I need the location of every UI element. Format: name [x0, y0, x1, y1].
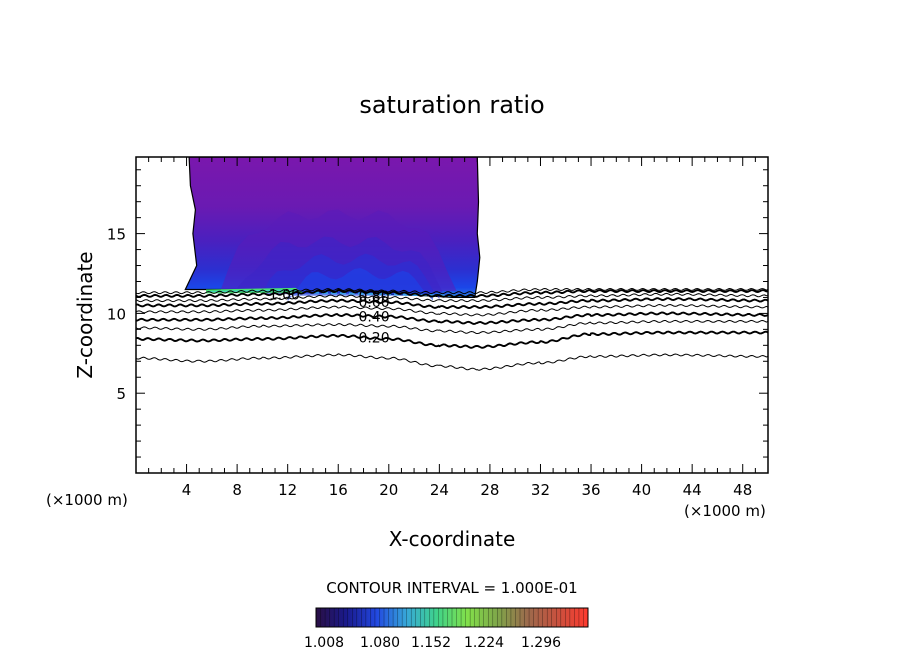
- contour-lines: [136, 287, 768, 371]
- colorbar: [315, 607, 589, 628]
- contour-line: [136, 297, 768, 309]
- plot-area: [136, 157, 768, 371]
- x-tick-label: 36: [581, 481, 600, 499]
- colorbar-tick-label: 1.008: [304, 635, 344, 651]
- x-tick-label: 8: [232, 481, 242, 499]
- contour-label: 0.40: [358, 310, 389, 326]
- contour-line: [136, 330, 768, 349]
- y-tick-label: 15: [107, 226, 126, 244]
- colorbar-tick-label: 1.080: [360, 635, 400, 651]
- contour-label: 0.80: [358, 289, 389, 305]
- contour-label: 0.20: [358, 330, 389, 346]
- contour-line: [136, 292, 768, 303]
- x-tick-label: 48: [733, 481, 752, 499]
- chart-title: saturation ratio: [359, 91, 544, 119]
- x-tick-label: 12: [278, 481, 297, 499]
- x-axis-label: X-coordinate: [389, 527, 516, 551]
- y-tick-label: 5: [116, 385, 126, 403]
- x-unit-label: (×1000 m): [684, 502, 766, 520]
- contour-labels: 1.00 0.800.600.40 0.20: [269, 287, 390, 346]
- x-tick-label: 20: [379, 481, 398, 499]
- x-tick-label: 44: [683, 481, 702, 499]
- contour-line: [136, 303, 768, 317]
- x-tick-label: 32: [531, 481, 550, 499]
- y-axis-ticks: 5 10 15: [107, 169, 768, 458]
- x-tick-label: 16: [329, 481, 348, 499]
- contour-line: [136, 319, 768, 334]
- contour-line: [136, 353, 768, 371]
- x-tick-label: 24: [430, 481, 449, 499]
- x-tick-label: 4: [182, 481, 192, 499]
- y-axis-label: Z-coordinate: [73, 251, 97, 378]
- contour-label: 0.60: [358, 295, 389, 311]
- x-tick-label: 40: [632, 481, 651, 499]
- y-tick-label: 10: [107, 305, 126, 323]
- x-tick-label: 28: [480, 481, 499, 499]
- colorbar-tick-label: 1.152: [411, 635, 451, 651]
- colorbar-tick-label: 1.224: [464, 635, 504, 651]
- contour-line: [136, 311, 768, 325]
- y-unit-label: (×1000 m): [46, 491, 128, 509]
- contour-interval-text: CONTOUR INTERVAL = 1.000E-01: [326, 579, 577, 597]
- x-axis-ticks: 4 8 12 16 20 24 28 32 36 40 44 48: [148, 157, 756, 499]
- contour-line: [136, 287, 768, 295]
- contour-label: 1.00: [269, 287, 300, 303]
- contour-line: [136, 289, 768, 298]
- colorbar-labels: 1.008 1.080 1.152 1.224 1.296: [304, 635, 561, 651]
- colorbar-tick-label: 1.296: [521, 635, 561, 651]
